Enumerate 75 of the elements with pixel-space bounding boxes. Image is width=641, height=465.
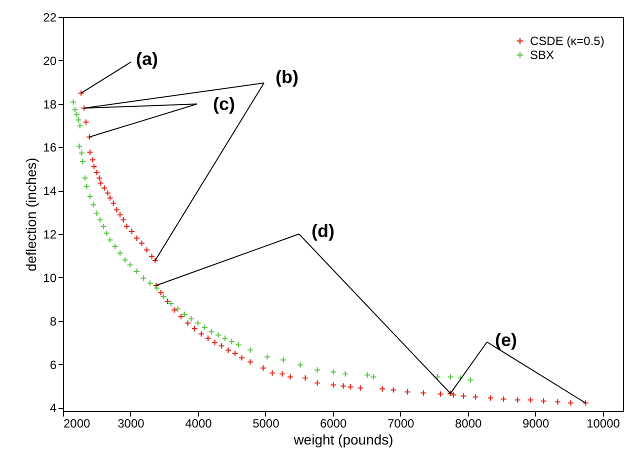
point	[188, 315, 194, 322]
y-tick-label: 20	[43, 54, 57, 68]
point	[116, 250, 124, 256]
point	[370, 374, 377, 380]
annotation: (a)	[136, 49, 158, 69]
y-axis-title: deflection (inches)	[23, 158, 40, 272]
point	[364, 372, 371, 378]
point	[70, 98, 77, 106]
point	[86, 193, 94, 200]
y-tick-label: 10	[43, 270, 57, 285]
point	[174, 306, 181, 312]
point	[96, 216, 104, 224]
point	[78, 150, 85, 156]
x-tick-label: 9000	[522, 416, 550, 430]
point	[83, 183, 90, 190]
point	[447, 374, 454, 380]
annotation: (e)	[495, 330, 518, 350]
point	[140, 274, 147, 282]
point	[168, 300, 174, 307]
point	[201, 324, 208, 331]
y-tick-label: 8	[50, 314, 57, 328]
point	[126, 262, 134, 268]
x-tick-label: 2000	[64, 416, 91, 430]
point	[222, 334, 228, 342]
point	[76, 122, 84, 130]
point	[122, 256, 128, 264]
y-tick-label: 22	[43, 10, 57, 24]
point	[467, 376, 474, 384]
point	[434, 374, 441, 380]
point	[112, 243, 118, 250]
x-tick-label: 4000	[185, 416, 212, 430]
point	[194, 320, 202, 326]
x-tick-label: 7000	[388, 416, 415, 430]
point	[100, 223, 107, 230]
x-tick-label: 5000	[252, 416, 280, 430]
annotation: (b)	[276, 67, 298, 87]
point	[160, 293, 167, 300]
point	[93, 210, 100, 217]
y-tick-label: 18	[43, 97, 57, 112]
point	[457, 374, 464, 382]
point	[181, 311, 188, 318]
x-tick-label: 8000	[454, 416, 482, 430]
point	[330, 368, 337, 376]
point	[280, 356, 287, 364]
y-tick-label: 12	[43, 228, 57, 242]
x-axis-title: weight (pounds)	[292, 432, 394, 448]
annotation: (d)	[312, 221, 334, 241]
point	[133, 268, 140, 275]
point	[228, 338, 235, 345]
point	[342, 370, 349, 378]
x-tick-label: 10000	[586, 416, 620, 430]
point	[76, 143, 83, 150]
x-tick-label: 6000	[320, 416, 348, 430]
y-tick-label: 16	[43, 140, 57, 155]
point	[314, 366, 321, 374]
point	[90, 201, 97, 208]
y-tick-label: 14	[43, 184, 57, 198]
point	[153, 284, 160, 292]
y-tick-label: 6	[50, 358, 57, 372]
point	[79, 158, 86, 165]
point	[235, 342, 242, 348]
point	[208, 328, 215, 336]
point	[264, 354, 271, 360]
point	[246, 346, 254, 354]
legend-label: CSDE (κ=0.5)	[530, 34, 604, 48]
legend-label: SBX	[530, 48, 554, 62]
y-tick-label: 4	[50, 401, 57, 416]
point	[106, 236, 114, 244]
point	[297, 362, 304, 368]
point	[146, 280, 154, 286]
point	[103, 230, 110, 236]
point	[214, 332, 222, 338]
annotation: (c)	[213, 94, 236, 114]
point	[82, 174, 88, 182]
x-tick-label: 3000	[118, 416, 145, 430]
